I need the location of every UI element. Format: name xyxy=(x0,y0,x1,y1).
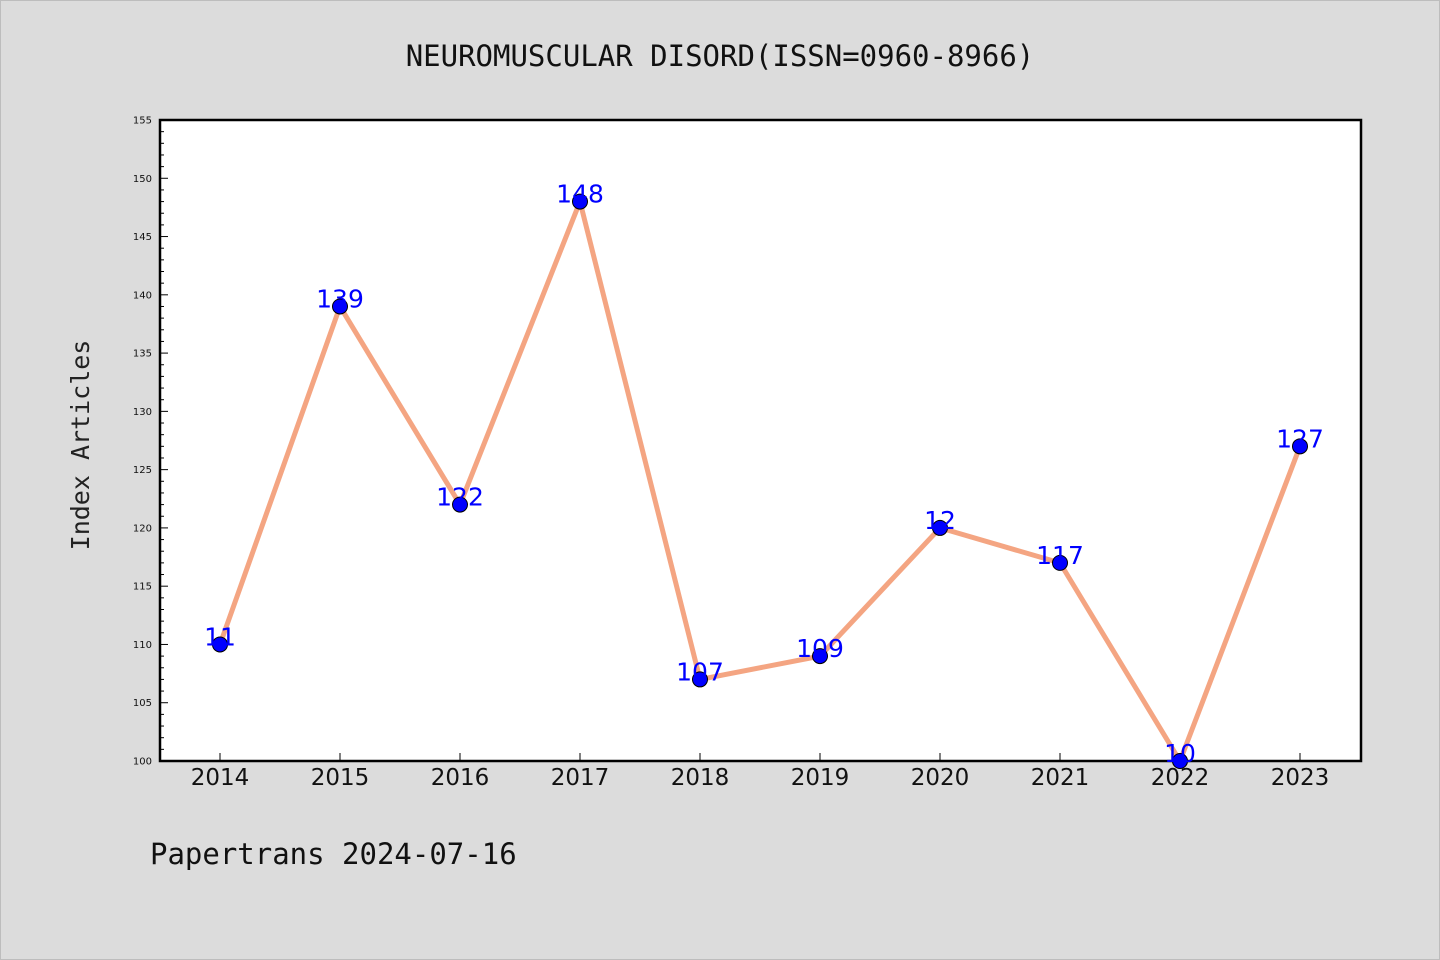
data-point-label: 122 xyxy=(436,483,484,512)
data-point-marker xyxy=(812,648,828,665)
x-tick-label: 2023 xyxy=(1271,765,1330,791)
y-tick-label: 150 xyxy=(133,174,152,185)
chart-title: NEUROMUSCULAR DISORD(ISSN=0960-8966) xyxy=(406,39,1035,73)
data-point-marker xyxy=(332,298,348,315)
data-point-marker xyxy=(212,636,228,653)
y-tick-label: 105 xyxy=(133,698,152,709)
x-tick-label: 2022 xyxy=(1151,765,1210,791)
x-tick-label: 2019 xyxy=(791,765,850,791)
y-tick-label: 130 xyxy=(133,407,152,418)
x-tick-label: 2015 xyxy=(311,765,370,791)
data-point-label: 107 xyxy=(676,657,724,686)
data-point-label: 10 xyxy=(1164,739,1196,768)
data-point-marker xyxy=(572,193,588,210)
y-tick-label: 140 xyxy=(133,290,152,301)
data-point-marker xyxy=(452,496,468,513)
data-point-marker xyxy=(1292,438,1308,455)
y-tick-label: 100 xyxy=(133,757,152,768)
data-point-label: 148 xyxy=(556,180,604,209)
y-tick-label: 110 xyxy=(133,640,152,651)
x-tick-label: 2016 xyxy=(431,765,490,791)
data-point-label: 127 xyxy=(1276,424,1324,453)
data-point-label: 139 xyxy=(316,284,364,313)
data-point-marker xyxy=(932,519,948,536)
y-tick-label: 155 xyxy=(133,116,152,127)
data-labels: 11 139 122 148 107 109 12 117 10 127 xyxy=(204,180,1324,768)
data-point-marker xyxy=(1052,554,1068,571)
data-point-label: 117 xyxy=(1036,541,1084,570)
y-axis-label: Index Articles xyxy=(66,340,95,551)
data-point-label: 109 xyxy=(796,634,844,663)
y-tick-label: 135 xyxy=(133,349,152,360)
data-point-marker xyxy=(1172,753,1188,769)
y-tick-label: 115 xyxy=(133,582,152,593)
plot-area xyxy=(158,118,1363,763)
data-markers xyxy=(212,193,1308,769)
data-point-marker xyxy=(692,671,708,688)
x-tick-label: 2014 xyxy=(191,765,250,791)
y-tick-label: 120 xyxy=(133,523,152,534)
x-tick-label: 2021 xyxy=(1031,765,1090,791)
footer-caption: Papertrans 2024-07-16 xyxy=(150,837,517,871)
x-tick-label: 2020 xyxy=(911,765,970,791)
x-tick-label: 2017 xyxy=(551,765,610,791)
x-tick-label: 2018 xyxy=(671,765,730,791)
y-minor-ticks xyxy=(160,131,164,750)
y-axis-ticks: 100 105 110 115 120 125 130 135 140 145 150 155 xyxy=(133,116,168,768)
y-tick-label: 125 xyxy=(133,465,152,476)
x-axis-ticks: 2014 2015 2016 2017 2018 2019 2020 2021 2022 2023 xyxy=(191,753,1330,791)
series-line-group xyxy=(217,199,1303,764)
series-line xyxy=(217,199,1303,764)
y-tick-label: 145 xyxy=(133,232,152,243)
data-point-label: 11 xyxy=(204,622,236,651)
data-point-label: 12 xyxy=(924,506,956,535)
